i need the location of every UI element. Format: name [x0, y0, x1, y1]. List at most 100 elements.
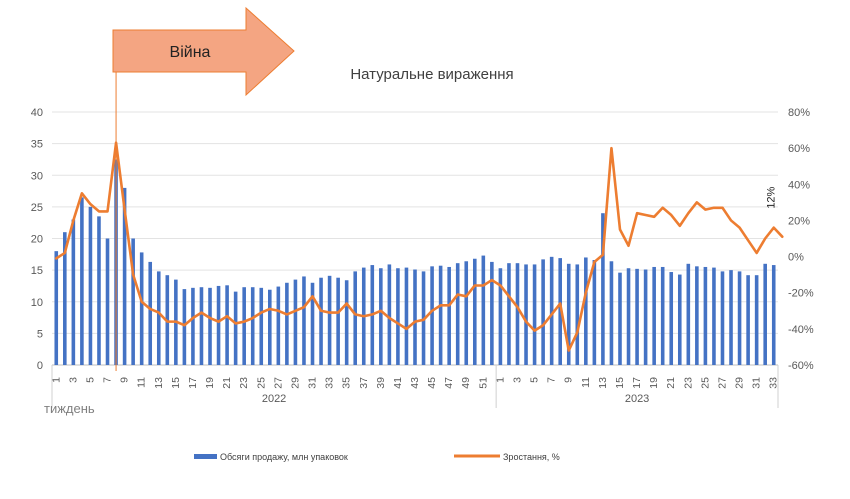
bar [54, 251, 59, 365]
left-tick-label: 15 [31, 265, 43, 277]
bar [643, 269, 648, 365]
x-tick-label: 9 [563, 377, 575, 383]
left-tick-label: 30 [31, 170, 43, 182]
x-tick-label: 11 [580, 377, 592, 388]
bar [609, 261, 614, 365]
bar [71, 219, 76, 365]
x-tick-label: 51 [477, 377, 489, 389]
x-tick-label: 23 [682, 377, 694, 389]
right-tick-label: -20% [788, 288, 814, 300]
bar [455, 263, 460, 365]
x-tick-label: 41 [392, 377, 404, 389]
bar [156, 271, 161, 365]
bar [131, 238, 135, 365]
bar [754, 275, 759, 365]
x-tick-label: 9 [119, 377, 131, 383]
x-tick-label: 23 [238, 377, 250, 389]
x-tick-label: 29 [734, 377, 746, 389]
bar [88, 206, 93, 365]
growth-line [54, 141, 784, 352]
bar [686, 263, 691, 365]
x-tick-label: 37 [358, 377, 370, 389]
bar [233, 291, 238, 365]
last-value-label: 12% [766, 186, 778, 208]
bar [122, 187, 127, 365]
left-tick-label: 20 [31, 234, 43, 246]
bar [532, 264, 537, 365]
x-tick-label: 11 [136, 377, 148, 388]
bar [524, 264, 528, 365]
bar [319, 277, 323, 365]
x-tick-label: 31 [307, 377, 319, 389]
bar [413, 269, 417, 365]
bar [541, 259, 545, 365]
right-axis: -60% -40% -20% 0% 20% 40% 60% 80% [788, 107, 814, 372]
bar [276, 286, 281, 365]
x-tick-label: 21 [221, 377, 233, 389]
x-axis: 1 3 5 7 9 11 13 15 17 19 21 23 25 27 29 31 33 35 37 39 41 43 4… [50, 365, 780, 408]
x-tick-label: 1 [50, 377, 62, 383]
left-tick-label: 35 [31, 139, 43, 151]
x-tick-label: 27 [716, 377, 728, 389]
x-axis-title: тиждень [44, 401, 95, 416]
bar [472, 258, 477, 365]
bar [601, 213, 605, 365]
right-tick-label: 80% [788, 107, 810, 119]
war-annotation: Війна [112, 6, 295, 371]
bar [566, 263, 571, 365]
x-tick-label: 3 [67, 377, 79, 383]
bar [746, 275, 750, 365]
bar [729, 270, 733, 365]
bar [626, 268, 631, 365]
x-tick-label: 1 [494, 377, 506, 383]
bar [584, 257, 588, 365]
bar [515, 263, 520, 365]
bar [310, 282, 315, 365]
bar [498, 268, 503, 365]
bar [404, 267, 409, 365]
bar [285, 282, 289, 365]
bar [302, 276, 306, 365]
bar [438, 265, 443, 365]
bar [677, 274, 682, 365]
bar [575, 264, 580, 365]
x-tick-label: 5 [84, 377, 96, 383]
bar [712, 267, 716, 365]
right-tick-label: 20% [788, 215, 810, 227]
x-tick-label: 33 [324, 377, 336, 389]
x-tick-label: 31 [751, 377, 763, 389]
x-tick-label: 17 [187, 377, 199, 389]
bar [268, 289, 272, 365]
bar [199, 287, 204, 365]
bar [669, 272, 674, 365]
bar [225, 285, 229, 365]
left-tick-label: 5 [37, 328, 43, 340]
right-tick-label: 40% [788, 179, 810, 191]
bar [387, 264, 392, 365]
x-tick-label: 21 [665, 377, 677, 389]
bar [464, 261, 469, 365]
war-label: Війна [170, 44, 211, 61]
left-tick-label: 0 [37, 360, 43, 372]
bar [259, 287, 264, 365]
bar [720, 271, 725, 365]
bar [191, 287, 195, 365]
x-tick-label: 45 [426, 377, 438, 389]
bar [242, 287, 246, 365]
line-series [54, 141, 784, 352]
bar [63, 232, 67, 365]
x-tick-label: 5 [529, 377, 541, 383]
legend-bar-label: Обсяги продажу, млн упаковок [220, 452, 348, 462]
x-tick-label: 7 [102, 377, 114, 383]
bar [447, 266, 451, 365]
bar [208, 287, 212, 365]
bar [336, 277, 340, 365]
x-tick-label: 43 [409, 377, 421, 389]
x-tick-label: 13 [597, 377, 609, 389]
bar [216, 285, 221, 365]
right-tick-label: -40% [788, 324, 814, 336]
war-arrow [112, 6, 295, 97]
bar [507, 263, 511, 365]
x-tick-label: 15 [170, 377, 182, 389]
bar [97, 216, 101, 365]
